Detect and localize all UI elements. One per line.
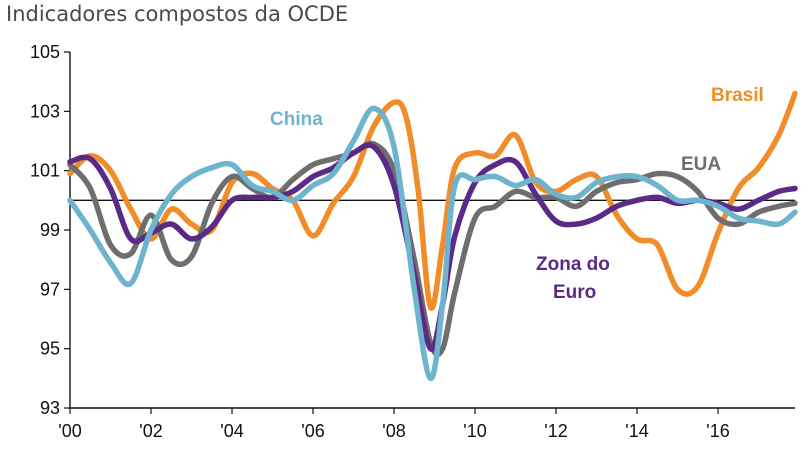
x-tick-label: '08 — [382, 421, 405, 441]
series-line-zona-do-euro — [67, 142, 798, 352]
label-zona-do-euro-line2: Euro — [553, 282, 596, 303]
x-tick-label: '00 — [58, 421, 81, 441]
x-tick-label: '12 — [544, 421, 567, 441]
x-tick-label: '06 — [301, 421, 324, 441]
x-tick-label: '04 — [220, 421, 243, 441]
y-tick-label: 105 — [30, 42, 60, 62]
y-tick-label: 101 — [30, 161, 60, 181]
y-tick-label: 93 — [40, 398, 60, 418]
x-tick-label: '10 — [463, 421, 486, 441]
axes: 93 95 97 99 101 103 105 '00 '02 '04 '06 '08 '10 '12 '1… — [30, 42, 795, 441]
series-line-china — [67, 105, 798, 382]
label-china: China — [270, 109, 323, 130]
label-brasil: Brasil — [711, 85, 764, 106]
label-zona-do-euro: Zona do — [536, 254, 610, 275]
y-tick-label: 95 — [40, 339, 60, 359]
chart-title: Indicadores compostos da OCDE — [6, 2, 349, 26]
y-tick-label: 103 — [30, 101, 60, 121]
x-tick-label: '14 — [625, 421, 648, 441]
series-line-eua — [67, 140, 798, 358]
y-tick-label: 99 — [40, 220, 60, 240]
x-tick-label: '16 — [706, 421, 729, 441]
y-tick-label: 97 — [40, 279, 60, 299]
label-eua: EUA — [681, 154, 721, 175]
x-tick-label: '02 — [139, 421, 162, 441]
series-labels: China Brasil EUA Zona do Euro — [270, 85, 764, 303]
series-layer — [67, 90, 798, 382]
